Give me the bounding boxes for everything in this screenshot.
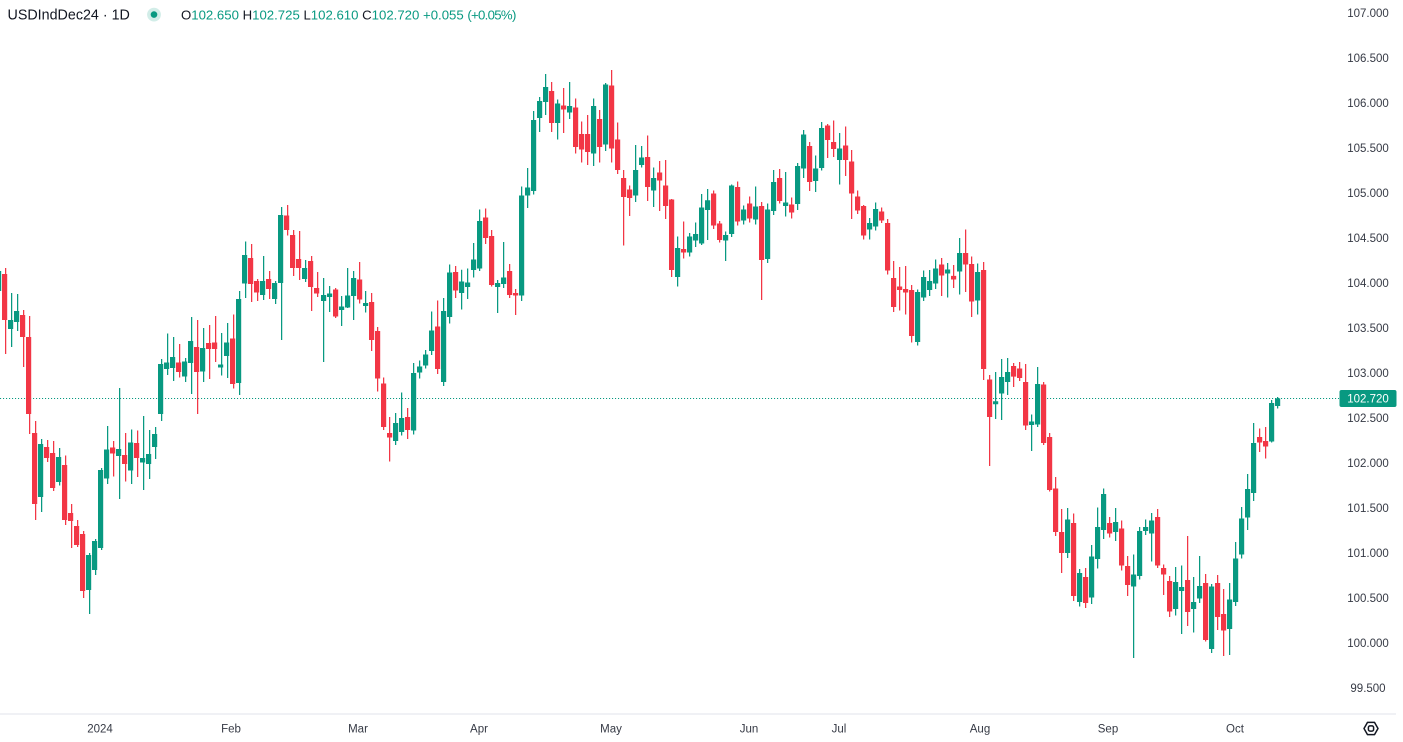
svg-text:100.000: 100.000 bbox=[1347, 638, 1389, 650]
svg-text:USDIndDec24 · 1D: USDIndDec24 · 1D bbox=[8, 7, 130, 23]
svg-text:99.500: 99.500 bbox=[1350, 683, 1385, 695]
svg-text:106.500: 106.500 bbox=[1347, 53, 1389, 65]
svg-text:Sep: Sep bbox=[1098, 724, 1118, 736]
svg-text:105.500: 105.500 bbox=[1347, 143, 1389, 155]
svg-text:104.000: 104.000 bbox=[1347, 278, 1389, 290]
svg-text:2024: 2024 bbox=[87, 724, 113, 736]
svg-text:106.000: 106.000 bbox=[1347, 98, 1389, 110]
svg-text:Aug: Aug bbox=[970, 724, 990, 736]
svg-text:Jul: Jul bbox=[832, 724, 847, 736]
svg-text:Jun: Jun bbox=[740, 724, 759, 736]
svg-text:101.500: 101.500 bbox=[1347, 503, 1389, 515]
svg-text:103.500: 103.500 bbox=[1347, 323, 1389, 335]
svg-text:101.000: 101.000 bbox=[1347, 548, 1389, 560]
svg-text:100.500: 100.500 bbox=[1347, 593, 1389, 605]
svg-text:May: May bbox=[600, 724, 622, 736]
svg-text:104.500: 104.500 bbox=[1347, 233, 1389, 245]
svg-text:105.000: 105.000 bbox=[1347, 188, 1389, 200]
svg-text:O102.650 H102.725 L102.610 C10: O102.650 H102.725 L102.610 C102.720 +0.0… bbox=[181, 7, 516, 22]
svg-text:107.000: 107.000 bbox=[1347, 8, 1389, 20]
svg-text:Feb: Feb bbox=[221, 724, 241, 736]
svg-text:102.500: 102.500 bbox=[1347, 413, 1389, 425]
svg-text:103.000: 103.000 bbox=[1347, 368, 1389, 380]
svg-text:102.000: 102.000 bbox=[1347, 458, 1389, 470]
svg-text:Mar: Mar bbox=[348, 724, 368, 736]
svg-text:Oct: Oct bbox=[1226, 724, 1245, 736]
svg-text:102.720: 102.720 bbox=[1347, 394, 1389, 406]
svg-text:Apr: Apr bbox=[470, 724, 488, 736]
